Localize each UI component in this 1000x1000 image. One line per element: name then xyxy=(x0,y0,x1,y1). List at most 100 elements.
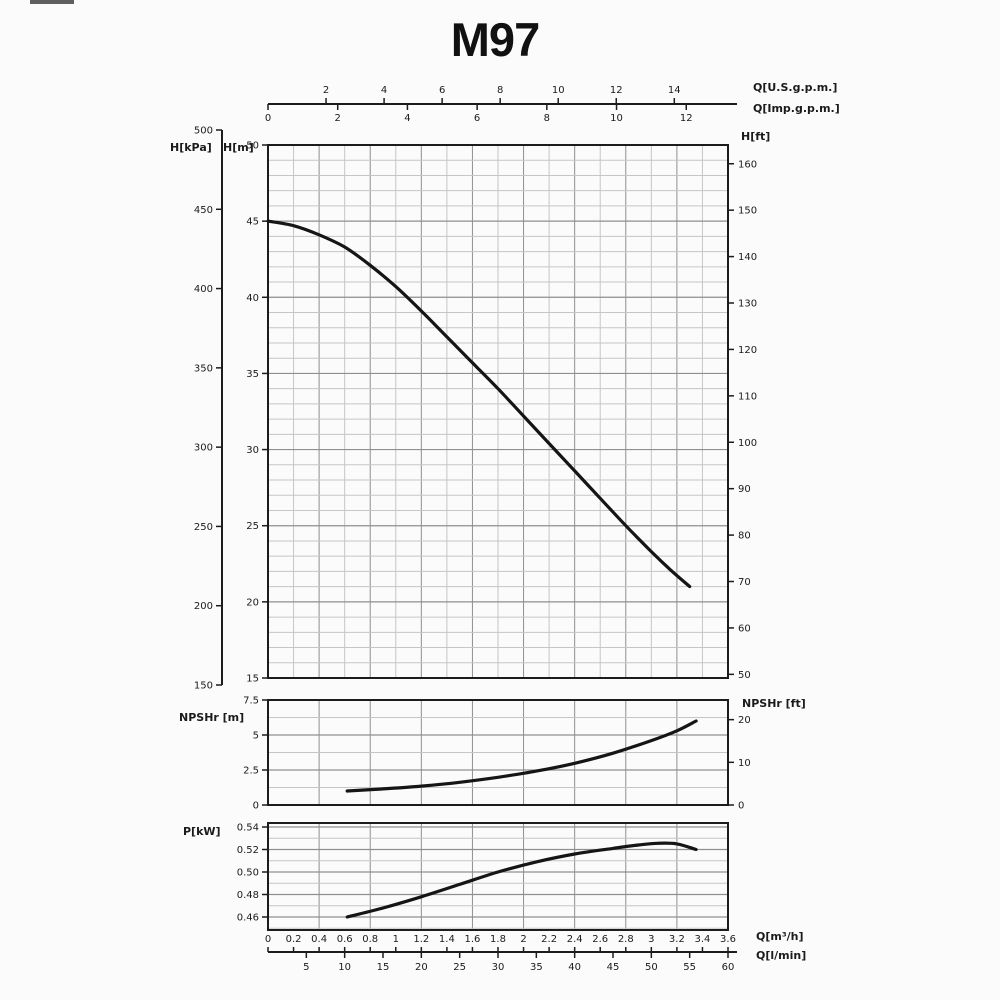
svg-text:250: 250 xyxy=(194,522,213,533)
svg-text:0.48: 0.48 xyxy=(237,890,259,901)
svg-text:140: 140 xyxy=(738,252,757,263)
svg-text:150: 150 xyxy=(194,681,213,692)
top-axis-label-impgpm: Q[Imp.g.p.m.] xyxy=(753,102,840,115)
svg-text:2: 2 xyxy=(520,934,526,945)
power-curve xyxy=(345,841,698,919)
top-axis-label-usgpm: Q[U.S.g.p.m.] xyxy=(753,81,838,94)
bottom-flow-axis: 0 0.2 0.4 0.6 0.8 1 1.2 1.4 1.6 1.8 2 2.2 2.4 2.6 2.8 3… xyxy=(265,934,737,973)
svg-text:110: 110 xyxy=(738,391,757,402)
svg-text:120: 120 xyxy=(738,345,757,356)
svg-text:0.50: 0.50 xyxy=(237,868,259,879)
svg-text:200: 200 xyxy=(194,601,213,612)
svg-text:50: 50 xyxy=(246,141,259,152)
svg-text:25: 25 xyxy=(246,521,259,532)
svg-text:0.4: 0.4 xyxy=(311,934,327,945)
svg-text:10: 10 xyxy=(338,962,351,973)
head-curve xyxy=(266,219,692,589)
svg-text:1.2: 1.2 xyxy=(413,934,429,945)
left-axis-label-hm: H[m] xyxy=(223,141,254,154)
svg-text:6: 6 xyxy=(439,85,445,96)
svg-text:20: 20 xyxy=(246,597,259,608)
svg-text:150: 150 xyxy=(738,206,757,217)
bottom-axis-label-m3h: Q[m³/h] xyxy=(756,930,804,943)
svg-text:3.4: 3.4 xyxy=(694,934,710,945)
svg-text:2.2: 2.2 xyxy=(541,934,557,945)
svg-text:6: 6 xyxy=(474,113,480,124)
svg-text:10: 10 xyxy=(552,85,565,96)
svg-text:10: 10 xyxy=(738,758,751,769)
svg-text:0.46: 0.46 xyxy=(237,913,259,924)
scan-artifact xyxy=(30,0,74,4)
svg-text:50: 50 xyxy=(645,962,658,973)
svg-text:160: 160 xyxy=(738,159,757,170)
svg-text:350: 350 xyxy=(194,363,213,374)
svg-text:45: 45 xyxy=(607,962,620,973)
svg-text:0: 0 xyxy=(738,801,744,812)
svg-text:3.6: 3.6 xyxy=(720,934,736,945)
svg-text:40: 40 xyxy=(246,293,259,304)
svg-text:60: 60 xyxy=(722,962,735,973)
right-axis-label-npshr-ft: NPSHr [ft] xyxy=(742,697,806,710)
svg-text:400: 400 xyxy=(194,284,213,295)
svg-text:12: 12 xyxy=(680,113,693,124)
svg-text:3: 3 xyxy=(648,934,654,945)
left-axis-label-pkw: P[kW] xyxy=(183,825,221,838)
svg-text:500: 500 xyxy=(194,126,213,137)
svg-text:35: 35 xyxy=(246,369,259,380)
svg-text:50: 50 xyxy=(738,670,751,681)
svg-text:450: 450 xyxy=(194,205,213,216)
head-chart: 15 20 25 30 35 40 45 50 150 200 250 300 350 400 450 500… xyxy=(194,126,757,692)
svg-text:1.4: 1.4 xyxy=(439,934,455,945)
svg-text:35: 35 xyxy=(530,962,543,973)
right-axis-label-hft: H[ft] xyxy=(741,130,771,143)
svg-text:2.5: 2.5 xyxy=(243,766,259,777)
svg-text:0.54: 0.54 xyxy=(237,823,259,834)
svg-text:4: 4 xyxy=(381,85,387,96)
left-axis-label-npshr-m: NPSHr [m] xyxy=(179,711,245,724)
svg-text:14: 14 xyxy=(668,85,681,96)
svg-text:5: 5 xyxy=(253,731,259,742)
svg-text:45: 45 xyxy=(246,217,259,228)
power-chart: 0.46 0.48 0.50 0.52 0.54 xyxy=(237,822,729,931)
svg-text:0: 0 xyxy=(265,934,271,945)
svg-text:2.4: 2.4 xyxy=(567,934,583,945)
svg-text:30: 30 xyxy=(246,445,259,456)
svg-text:0: 0 xyxy=(265,113,271,124)
svg-text:100: 100 xyxy=(738,438,757,449)
top-flow-axis: 2 4 6 8 10 12 14 0 2 4 6 8 10 12 xyxy=(265,85,737,124)
svg-text:25: 25 xyxy=(453,962,466,973)
npshr-chart: 0 2.5 5 7.5 0 10 20 xyxy=(243,696,751,812)
npshr-curve xyxy=(345,719,698,793)
svg-text:3.2: 3.2 xyxy=(669,934,685,945)
svg-text:5: 5 xyxy=(303,962,309,973)
svg-text:2: 2 xyxy=(335,113,341,124)
svg-text:4: 4 xyxy=(404,113,410,124)
svg-text:8: 8 xyxy=(544,113,550,124)
svg-text:12: 12 xyxy=(610,85,623,96)
page-title: M97 xyxy=(450,13,540,66)
svg-text:15: 15 xyxy=(377,962,390,973)
svg-text:15: 15 xyxy=(246,674,259,685)
svg-text:0.8: 0.8 xyxy=(362,934,378,945)
svg-text:300: 300 xyxy=(194,443,213,454)
svg-text:20: 20 xyxy=(415,962,428,973)
svg-text:90: 90 xyxy=(738,484,751,495)
svg-text:0: 0 xyxy=(253,801,259,812)
left-axis-label-hkpa: H[kPa] xyxy=(170,141,212,154)
svg-text:2.6: 2.6 xyxy=(592,934,608,945)
svg-text:1.8: 1.8 xyxy=(490,934,506,945)
svg-text:0.6: 0.6 xyxy=(337,934,353,945)
svg-text:60: 60 xyxy=(738,623,751,634)
svg-text:10: 10 xyxy=(610,113,623,124)
svg-text:30: 30 xyxy=(492,962,505,973)
svg-text:0.52: 0.52 xyxy=(237,845,259,856)
svg-text:80: 80 xyxy=(738,531,751,542)
svg-text:1.6: 1.6 xyxy=(464,934,480,945)
svg-text:55: 55 xyxy=(683,962,696,973)
svg-text:2: 2 xyxy=(323,85,329,96)
svg-text:8: 8 xyxy=(497,85,503,96)
svg-text:1: 1 xyxy=(393,934,399,945)
svg-text:70: 70 xyxy=(738,577,751,588)
